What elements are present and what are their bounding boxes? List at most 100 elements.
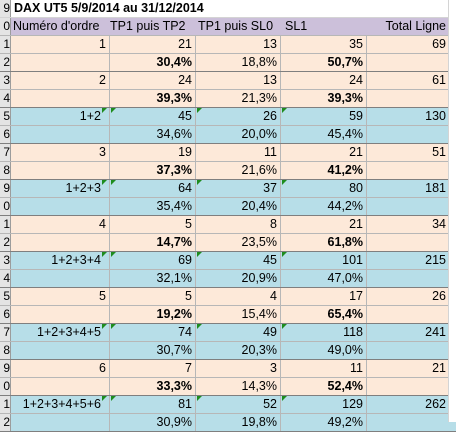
- cell-c3[interactable]: 20,9%: [196, 270, 281, 287]
- cell-c2[interactable]: 74: [110, 324, 196, 341]
- cell-c2[interactable]: 34,6%: [110, 126, 196, 143]
- cell-c2[interactable]: 7: [110, 360, 196, 377]
- row-header[interactable]: 1: [0, 216, 11, 233]
- cell-c5[interactable]: 215: [425, 253, 446, 267]
- cell-c2[interactable]: 5: [110, 216, 196, 233]
- cell-c4[interactable]: 65,4%: [281, 306, 367, 323]
- row-header[interactable]: 0: [0, 18, 11, 35]
- cell-c1[interactable]: 1: [11, 36, 110, 53]
- cell-c1[interactable]: 1+2+3+4+5+6: [11, 396, 110, 413]
- cell-c4[interactable]: 21: [281, 144, 367, 161]
- cell-c4[interactable]: 101: [281, 252, 367, 269]
- row-header[interactable]: 9: [0, 0, 11, 17]
- cell-c2[interactable]: 33,3%: [110, 378, 196, 395]
- cell-c5[interactable]: 181: [425, 181, 446, 195]
- row-header[interactable]: 0: [0, 198, 11, 215]
- cell-c2[interactable]: 30,7%: [110, 342, 196, 359]
- cell-c3[interactable]: 20,4%: [196, 198, 281, 215]
- cell-c3[interactable]: 15,4%: [196, 306, 281, 323]
- cell-c5[interactable]: [367, 234, 448, 251]
- cell-c2[interactable]: 39,3%: [110, 90, 196, 107]
- cell-c1[interactable]: [11, 126, 110, 143]
- cell-c4[interactable]: 129: [281, 396, 367, 413]
- cell-c3[interactable]: 21,6%: [196, 162, 281, 179]
- row-header[interactable]: 0: [0, 378, 11, 395]
- header-total-ligne[interactable]: Total Ligne: [385, 19, 446, 33]
- cell-c5[interactable]: 241: [425, 325, 446, 339]
- row-header[interactable]: 3: [0, 72, 11, 89]
- cell-c1[interactable]: 1+2: [11, 108, 110, 125]
- cell-c5[interactable]: 130: [425, 109, 446, 123]
- cell-c1[interactable]: 1+2+3: [11, 180, 110, 197]
- header-tp1-tp2[interactable]: TP1 puis TP2: [110, 19, 186, 33]
- cell-c2[interactable]: 24: [110, 72, 196, 89]
- cell-c4[interactable]: 50,7%: [281, 54, 367, 71]
- cell-c3[interactable]: 52: [196, 396, 281, 413]
- cell-c5[interactable]: [367, 90, 448, 107]
- cell-c2[interactable]: 19: [110, 144, 196, 161]
- row-header[interactable]: 1: [0, 396, 11, 413]
- cell-c2[interactable]: 69: [110, 252, 196, 269]
- row-header[interactable]: 3: [0, 252, 11, 269]
- cell-c5[interactable]: [367, 126, 448, 143]
- cell-c4[interactable]: 61,8%: [281, 234, 367, 251]
- cell-c3[interactable]: 18,8%: [196, 54, 281, 71]
- cell-c2[interactable]: 45: [110, 108, 196, 125]
- header-numero-ordre[interactable]: Numéro d'ordre: [13, 19, 100, 33]
- cell-c3[interactable]: 20,3%: [196, 342, 281, 359]
- cell-c2[interactable]: 19,2%: [110, 306, 196, 323]
- cell-c1[interactable]: 2: [11, 72, 110, 89]
- cell-c1[interactable]: 5: [11, 288, 110, 305]
- row-header[interactable]: 2: [0, 414, 11, 431]
- cell-c1[interactable]: [11, 162, 110, 179]
- row-header[interactable]: 6: [0, 306, 11, 323]
- cell-c5[interactable]: [367, 306, 448, 323]
- cell-c1[interactable]: [11, 270, 110, 287]
- cell-c3[interactable]: 13: [196, 36, 281, 53]
- cell-c3[interactable]: 45: [196, 252, 281, 269]
- row-header[interactable]: 2: [0, 54, 11, 71]
- row-header[interactable]: 6: [0, 126, 11, 143]
- cell-c4[interactable]: 24: [281, 72, 367, 89]
- row-header[interactable]: 7: [0, 144, 11, 161]
- row-header[interactable]: 5: [0, 288, 11, 305]
- cell-c5[interactable]: [367, 342, 448, 359]
- cell-c5[interactable]: [367, 198, 448, 215]
- cell-c5[interactable]: 51: [432, 145, 446, 159]
- cell-c5[interactable]: 34: [432, 217, 446, 231]
- row-header[interactable]: 2: [0, 234, 11, 251]
- row-header[interactable]: 9: [0, 180, 11, 197]
- cell-c1[interactable]: [11, 198, 110, 215]
- cell-c4[interactable]: 59: [281, 108, 367, 125]
- cell-c1[interactable]: 1+2+3+4: [11, 252, 110, 269]
- cell-c1[interactable]: [11, 234, 110, 251]
- sheet-title[interactable]: DAX UT5 5/9/2014 au 31/12/2014: [14, 1, 204, 15]
- cell-c3[interactable]: 49: [196, 324, 281, 341]
- cell-c5[interactable]: [367, 270, 448, 287]
- cell-c5[interactable]: [367, 162, 448, 179]
- cell-c2[interactable]: 37,3%: [110, 162, 196, 179]
- cell-c4[interactable]: 45,4%: [281, 126, 367, 143]
- cell-c3[interactable]: 23,5%: [196, 234, 281, 251]
- cell-c1[interactable]: [11, 54, 110, 71]
- cell-c1[interactable]: [11, 414, 110, 431]
- row-header[interactable]: 4: [0, 270, 11, 287]
- cell-c4[interactable]: 49,2%: [281, 414, 367, 431]
- cell-c4[interactable]: 41,2%: [281, 162, 367, 179]
- cell-c3[interactable]: 37: [196, 180, 281, 197]
- cell-c5[interactable]: [367, 414, 448, 431]
- cell-c2[interactable]: 30,4%: [110, 54, 196, 71]
- cell-c2[interactable]: 21: [110, 36, 196, 53]
- cell-c3[interactable]: 20,0%: [196, 126, 281, 143]
- cell-c4[interactable]: 35: [281, 36, 367, 53]
- cell-c1[interactable]: 3: [11, 144, 110, 161]
- cell-c3[interactable]: 14,3%: [196, 378, 281, 395]
- cell-c3[interactable]: 11: [196, 144, 281, 161]
- cell-c5[interactable]: 262: [425, 397, 446, 411]
- cell-c5[interactable]: 26: [432, 289, 446, 303]
- cell-c4[interactable]: 47,0%: [281, 270, 367, 287]
- cell-c3[interactable]: 13: [196, 72, 281, 89]
- cell-c2[interactable]: 30,9%: [110, 414, 196, 431]
- row-header[interactable]: 7: [0, 324, 11, 341]
- cell-c2[interactable]: 64: [110, 180, 196, 197]
